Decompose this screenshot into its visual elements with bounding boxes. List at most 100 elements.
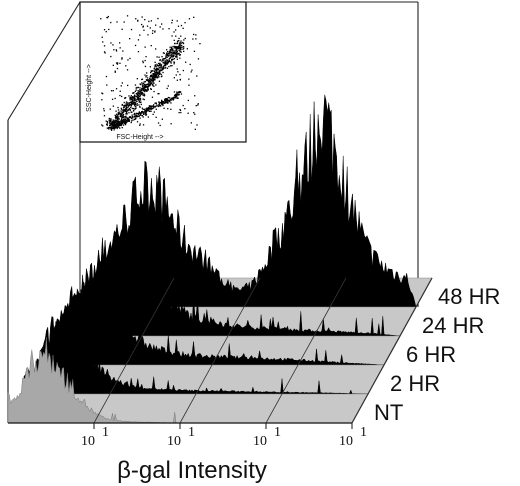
scatter-point (154, 30, 156, 32)
scatter-point (134, 99, 136, 102)
scatter-point (152, 84, 154, 87)
scatter-point (143, 87, 145, 90)
scatter-point (103, 45, 106, 47)
scatter-point (152, 70, 154, 72)
scatter-point (153, 85, 155, 87)
series-label-24-hr: 24 HR (422, 313, 484, 338)
scatter-point (132, 92, 134, 94)
scatter-point (170, 123, 172, 125)
scatter-point (127, 110, 129, 112)
scatter-point (125, 106, 127, 109)
scatter-point (152, 73, 155, 75)
scatter-point (142, 124, 145, 126)
scatter-point (106, 122, 109, 124)
scatter-point (176, 40, 179, 42)
scatter-point (151, 75, 154, 77)
scatter-point (150, 82, 153, 85)
scatter-point (129, 103, 131, 106)
scatter-point (164, 61, 167, 63)
scatter-point (142, 84, 144, 87)
scatter-point (151, 78, 153, 80)
inset-scatter-plot: FSC-Height --> SSC-Height --> (79, 1, 247, 143)
scatter-point (125, 121, 128, 123)
scatter-point (133, 95, 136, 97)
scatter-point (130, 120, 133, 122)
scatter-point (116, 118, 119, 120)
scatter-point (171, 22, 173, 24)
scatter-point (116, 115, 118, 118)
scatter-point (131, 102, 133, 104)
scatter-point (163, 58, 165, 60)
scatter-point (121, 114, 123, 116)
scatter-point (108, 28, 110, 31)
scatter-point (171, 53, 173, 56)
scatter-point (171, 65, 173, 67)
scatter-point (145, 90, 147, 92)
scatter-point (161, 68, 163, 70)
scatter-point (151, 77, 153, 79)
scatter-point (123, 109, 125, 111)
scatter-point (149, 106, 151, 108)
scatter-point (188, 18, 191, 20)
scatter-point (142, 26, 144, 28)
scatter-point (168, 65, 170, 68)
scatter-point (181, 44, 183, 47)
scatter-point (141, 82, 143, 84)
scatter-point (162, 71, 164, 74)
scatter-point (165, 55, 167, 57)
x-tick-label: 10 (81, 434, 95, 449)
scatter-point (148, 79, 151, 81)
scatter-point (183, 47, 185, 49)
scatter-point (146, 77, 149, 79)
scatter-point (153, 79, 155, 81)
scatter-point (143, 81, 145, 83)
scatter-point (149, 108, 152, 110)
scatter-point (121, 122, 123, 124)
scatter-point (121, 127, 123, 129)
scatter-point (178, 91, 180, 93)
scatter-point (163, 52, 165, 54)
scatter-point (135, 89, 137, 91)
scatter-point (169, 101, 171, 103)
scatter-point (128, 102, 130, 104)
scatter-point (188, 78, 190, 80)
scatter-point (186, 48, 188, 50)
scatter-point (170, 102, 172, 104)
scatter-point (177, 25, 180, 27)
scatter-point (129, 99, 131, 101)
scatter-point (130, 117, 132, 119)
scatter-point (141, 16, 143, 18)
scatter-point (158, 93, 160, 95)
scatter-point (176, 56, 178, 58)
scatter-point (137, 19, 139, 22)
scatter-point (116, 126, 118, 128)
scatter-point (115, 117, 117, 119)
plot-frame (7, 1, 419, 423)
grid-line (93, 277, 175, 424)
scatter-point (141, 115, 143, 117)
scatter-point (123, 105, 125, 107)
left-wall-top-edge (7, 1, 81, 121)
scatter-point (147, 86, 149, 89)
scatter-point (143, 108, 146, 110)
scatter-point (131, 100, 134, 102)
scatter-point (176, 95, 178, 97)
scatter-point (158, 70, 161, 73)
scatter-point (177, 71, 179, 73)
scatter-point (144, 87, 146, 89)
scatter-point (155, 84, 157, 86)
scatter-point (149, 76, 151, 78)
scatter-point (166, 98, 168, 100)
scatter-point (178, 45, 180, 47)
scatter-point (133, 99, 136, 101)
scatter-point (100, 18, 102, 20)
scatter-point (130, 28, 133, 31)
scatter-point (144, 74, 146, 76)
scatter-point (132, 107, 135, 110)
scatter-point (113, 122, 116, 124)
scatter-point (136, 96, 139, 99)
scatter-point (141, 112, 143, 114)
scatter-point (139, 90, 141, 92)
scatter-point (167, 108, 169, 110)
scatter-point (142, 90, 144, 92)
